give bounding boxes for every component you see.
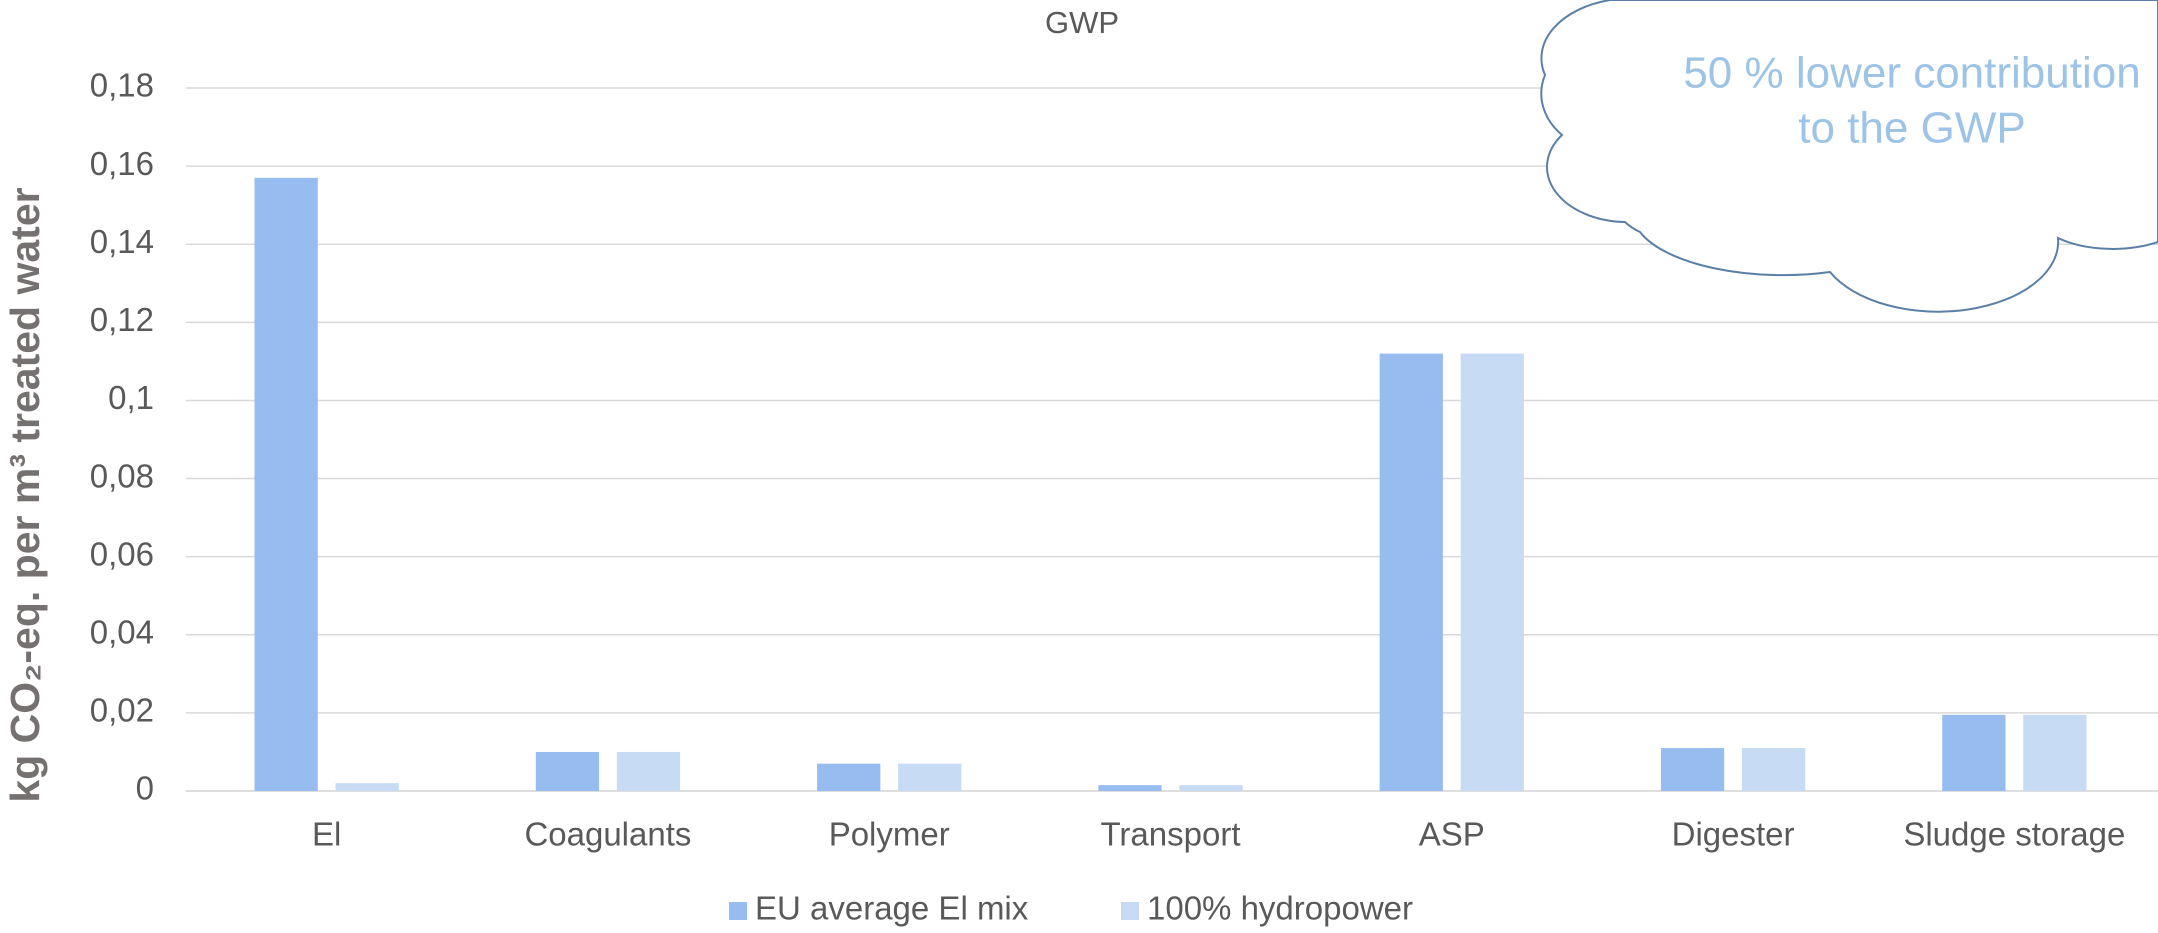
x-tick-label: El xyxy=(312,816,341,853)
legend-swatch xyxy=(729,902,747,920)
y-tick-label: 0 xyxy=(136,770,154,807)
y-tick-label: 0,18 xyxy=(90,67,154,104)
y-tick-label: 0,12 xyxy=(90,301,154,338)
y-tick-label: 0,02 xyxy=(90,692,154,729)
bar xyxy=(1098,785,1162,791)
x-tick-label: Digester xyxy=(1672,816,1795,853)
bar xyxy=(616,751,681,791)
bar xyxy=(2023,714,2087,791)
y-tick-label: 0,14 xyxy=(90,223,154,260)
bar xyxy=(335,783,399,791)
annotation: to the GWP xyxy=(1798,104,2025,153)
bar xyxy=(1379,353,1443,791)
y-tick-label: 0,06 xyxy=(90,535,154,572)
plot-area: 0 0,02 0,04 0,06 0,08 0,1 0,12 0,14 0,16 0,18 El Co… xyxy=(90,67,2158,927)
x-tick-label: Coagulants xyxy=(524,816,691,853)
bar xyxy=(535,751,600,791)
bar xyxy=(1942,714,2006,791)
y-tick-label: 0,04 xyxy=(90,613,154,650)
chart-title: GWP xyxy=(1045,5,1119,40)
y-tick-label: 0,16 xyxy=(90,145,154,182)
bar xyxy=(817,763,881,791)
y-tick-label: 0,1 xyxy=(108,379,154,416)
bar xyxy=(1460,353,1524,791)
bar xyxy=(1179,785,1243,791)
y-axis-label: kg CO₂-eq. per m³ treated water xyxy=(2,187,48,802)
x-tick-label: Polymer xyxy=(829,816,950,853)
legend-label: EU average El mix xyxy=(755,890,1029,927)
bar xyxy=(1741,748,1806,791)
cloud-callout xyxy=(1540,0,2158,313)
legend-label: 100% hydropower xyxy=(1147,890,1413,927)
x-tick-label: Transport xyxy=(1101,816,1241,853)
legend-swatch xyxy=(1121,902,1139,920)
y-tick-label: 0,08 xyxy=(90,457,154,494)
x-tick-label: Sludge storage xyxy=(1903,816,2125,853)
bar xyxy=(1660,748,1725,791)
annotation: 50 % lower contribution xyxy=(1683,49,2140,98)
x-tick-label: ASP xyxy=(1419,816,1485,853)
bar xyxy=(898,763,962,791)
bar xyxy=(254,177,318,792)
